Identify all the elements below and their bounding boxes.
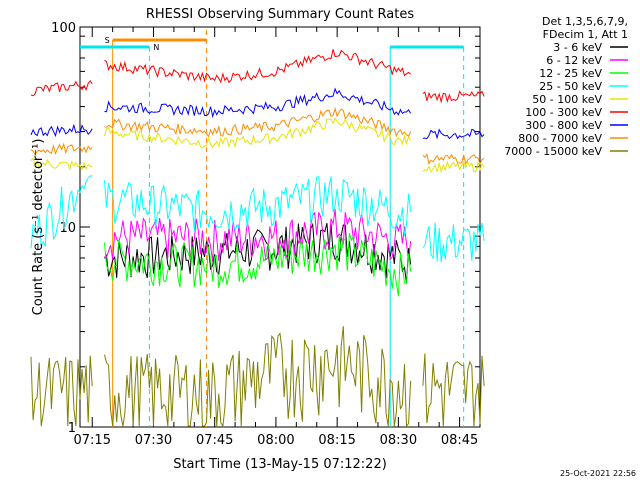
series-line bbox=[422, 160, 485, 174]
x-tick-label: 08:15 bbox=[318, 433, 355, 448]
legend-entry-label: 100 - 300 keV bbox=[525, 106, 602, 119]
x-tick-label: 08:30 bbox=[380, 433, 417, 448]
legend-entry-label: 3 - 6 keV bbox=[553, 41, 602, 54]
series-group bbox=[30, 49, 485, 428]
legend-entry-label: 25 - 50 keV bbox=[539, 80, 602, 93]
saa-label: S bbox=[105, 36, 110, 45]
x-axis: 07:15 07:30 07:45 08:00 08:15 08:30 08:45 bbox=[74, 27, 481, 448]
series-line bbox=[104, 176, 412, 237]
x-tick-label: 08:00 bbox=[257, 433, 294, 448]
series-line bbox=[30, 175, 93, 249]
chart-title: RHESSI Observing Summary Count Rates bbox=[146, 7, 415, 22]
series-line bbox=[422, 90, 485, 104]
series-line bbox=[104, 222, 412, 283]
series-line bbox=[422, 128, 485, 140]
series-line bbox=[422, 353, 485, 427]
series-line bbox=[104, 209, 412, 262]
series-line bbox=[104, 117, 412, 149]
legend-entry-label: 50 - 100 keV bbox=[532, 93, 602, 106]
x-tick-label: 07:30 bbox=[135, 433, 172, 448]
plot-frame bbox=[79, 26, 481, 428]
series-line bbox=[104, 87, 412, 119]
legend-header-line-1: Det 1,3,5,6,7,9, bbox=[542, 15, 628, 28]
series-line bbox=[30, 355, 93, 427]
series-line bbox=[104, 106, 412, 138]
series-line bbox=[30, 123, 93, 138]
series-line bbox=[30, 142, 93, 156]
x-tick-label: 08:45 bbox=[441, 433, 478, 448]
legend: Det 1,3,5,6,7,9, FDecim 1, Att 1 3 - 6 k… bbox=[504, 15, 628, 158]
y-axis-label: Count Rate (s⁻¹ detector⁻¹) bbox=[31, 139, 46, 316]
x-tick-label: 07:15 bbox=[74, 433, 111, 448]
series-line bbox=[422, 153, 485, 166]
legend-header-line-2: FDecim 1, Att 1 bbox=[543, 28, 628, 41]
y-axis: 1 10 100 bbox=[51, 21, 480, 436]
y-tick-label: 100 bbox=[51, 21, 76, 36]
series-line bbox=[104, 233, 412, 297]
series-line bbox=[422, 222, 485, 263]
series-line bbox=[30, 157, 93, 171]
timestamp: 25-Oct-2021 22:56 bbox=[560, 469, 636, 478]
legend-entry-label: 12 - 25 keV bbox=[539, 67, 602, 80]
x-axis-label: Start Time (13-May-15 07:12:22) bbox=[173, 457, 387, 472]
y-tick-label: 1 bbox=[68, 421, 76, 436]
legend-entry-label: 7000 - 15000 keV bbox=[504, 145, 602, 158]
x-tick-label: 07:45 bbox=[196, 433, 233, 448]
y-tick-label: 10 bbox=[59, 221, 76, 236]
legend-entry-label: 6 - 12 keV bbox=[546, 54, 602, 67]
legend-entry-label: 800 - 7000 keV bbox=[518, 132, 602, 145]
night-label: N bbox=[153, 43, 159, 52]
series-line bbox=[30, 79, 93, 97]
legend-entry-label: 300 - 800 keV bbox=[525, 119, 602, 132]
series-line bbox=[104, 326, 412, 428]
series-line bbox=[104, 49, 411, 84]
